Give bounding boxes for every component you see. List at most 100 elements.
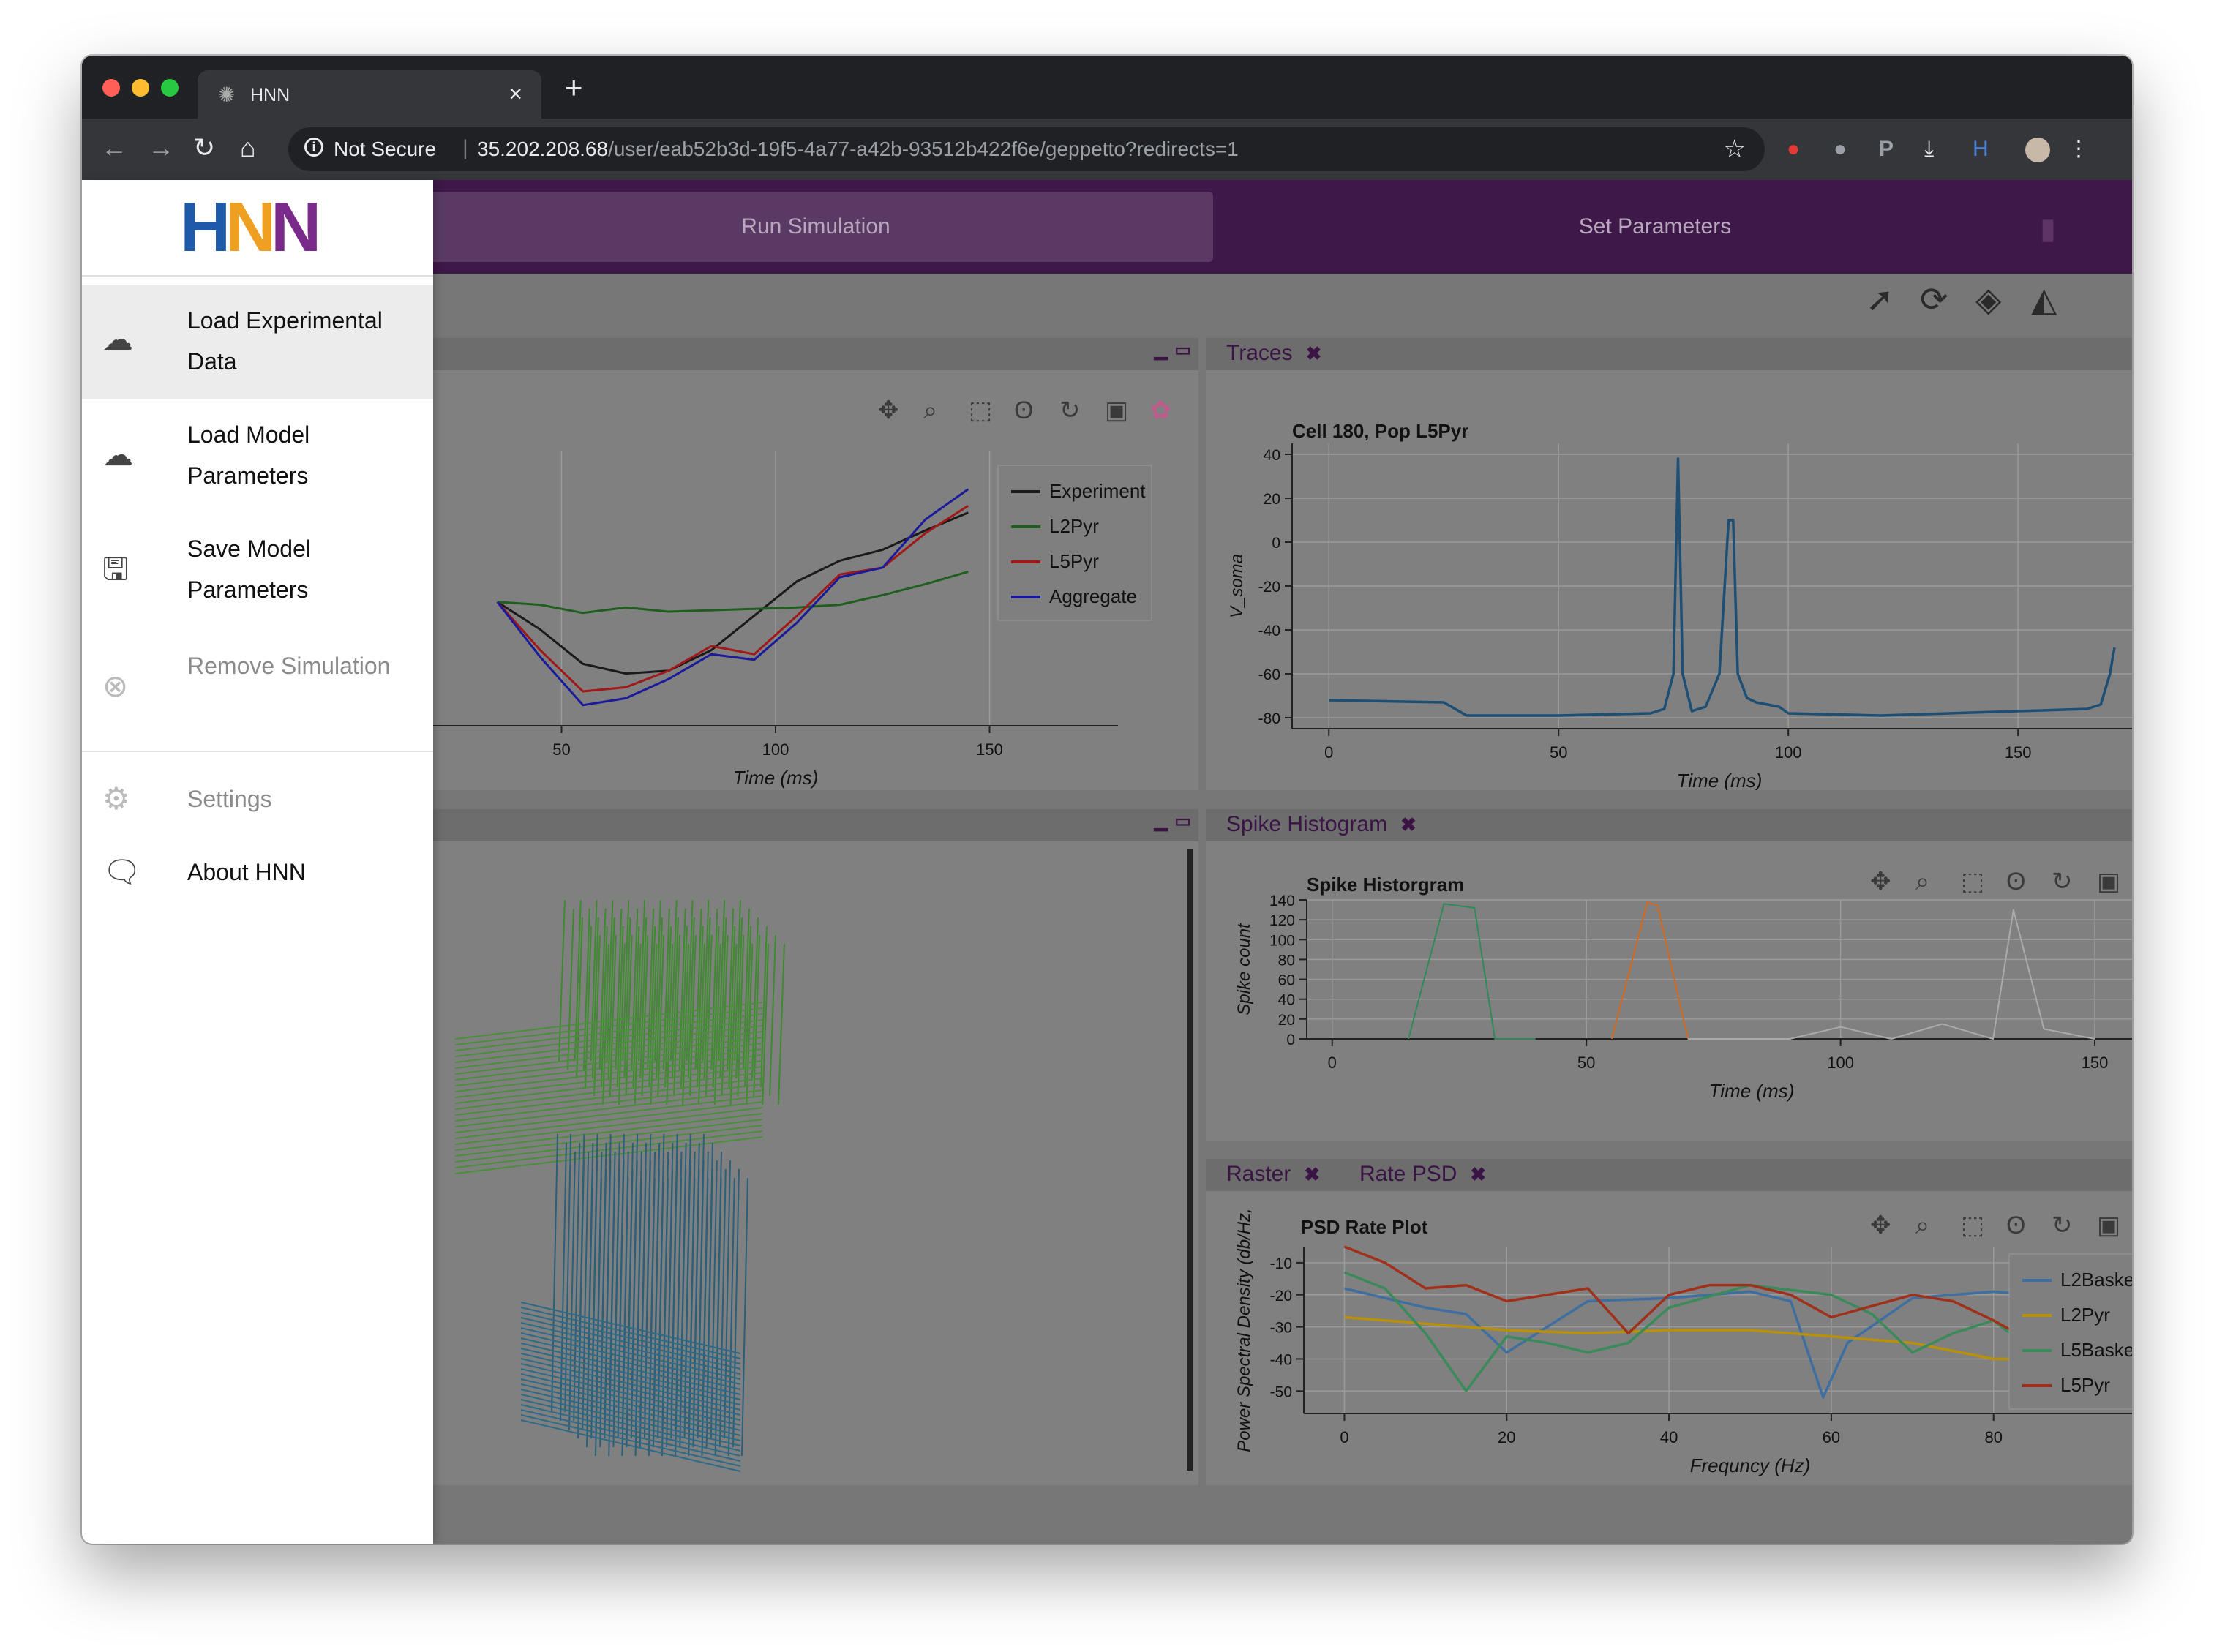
spike-histogram-chart: 0 50 100 150 140 120 100 80 60 40 20 0 Spike Historg…: [1234, 868, 2132, 1102]
axon-line: [697, 1160, 705, 1439]
x-tick-label: 40: [1660, 1428, 1678, 1446]
wheel-zoom-icon[interactable]: ʘ: [2006, 868, 2025, 896]
close-tab-icon[interactable]: ×: [509, 80, 522, 107]
floppy-disk-icon: 🖫: [102, 552, 129, 586]
axon-line: [520, 1317, 741, 1370]
bookmark-star-icon[interactable]: ☆: [1723, 135, 1746, 163]
bokeh-logo-icon[interactable]: ✿: [1150, 397, 1171, 424]
series-line-l5pyr: [1343, 1245, 2035, 1345]
y-tick-label: -60: [1258, 667, 1280, 683]
x-tick-label: 60: [1823, 1428, 1840, 1446]
reload-icon[interactable]: ↻: [193, 132, 216, 162]
reset-icon[interactable]: ↻: [2052, 1212, 2073, 1239]
y-tick-label: 0: [1272, 535, 1280, 552]
new-tab-button[interactable]: +: [565, 70, 583, 105]
axon-line: [661, 1177, 669, 1457]
traces-chart: 0 50 100 150 40 20 0 -20 -40 -60 -80 Cell 180, Pop …: [1227, 420, 2132, 792]
neuron-3d-view[interactable]: [433, 841, 1198, 1485]
extension-adblock-icon[interactable]: ●: [1787, 137, 1801, 161]
box-select-icon[interactable]: ⬚: [1961, 1212, 1984, 1239]
x-tick-label: 150: [2082, 1054, 2109, 1072]
tab-title: HNN: [250, 85, 290, 105]
y-tick-label: -10: [1270, 1255, 1292, 1272]
dendrite-line: [728, 926, 736, 1088]
chat-bubble-icon: 🗨: [102, 855, 142, 889]
menu-item-label: Remove Simulation: [187, 653, 391, 679]
dendrite-line: [653, 899, 661, 1062]
y-tick-label: -40: [1270, 1351, 1292, 1368]
minimize-window-button[interactable]: [132, 79, 149, 97]
wheel-zoom-icon[interactable]: ʘ: [1014, 397, 1033, 424]
menu-about-hnn[interactable]: 🗨 About HNN: [82, 836, 433, 909]
menu-load-experimental-data[interactable]: ☁ Load Experimental Data: [82, 285, 433, 399]
extension-p-icon[interactable]: P: [1879, 137, 1894, 161]
area-chart-icon[interactable]: ◭: [2031, 280, 2057, 318]
maximize-panel-icon[interactable]: ▭: [1174, 340, 1191, 360]
y-tick-label: 60: [1278, 972, 1295, 989]
box-select-icon[interactable]: ⬚: [1961, 868, 1984, 896]
pan-icon[interactable]: ✥: [1870, 868, 1891, 896]
pan-icon[interactable]: ✥: [1870, 1212, 1891, 1239]
dendrite-line: [650, 943, 658, 1105]
close-tab-icon[interactable]: ✖: [1470, 1163, 1487, 1185]
zoom-icon[interactable]: ⌕: [1915, 1212, 1929, 1239]
save-icon[interactable]: ▣: [1105, 397, 1128, 424]
tab-raster[interactable]: Raster ✖: [1226, 1162, 1320, 1187]
menu-load-model-parameters[interactable]: ☁ Load Model Parameters: [82, 399, 433, 514]
minimize-panel-icon[interactable]: ▁: [1154, 340, 1168, 360]
extension-circle-icon[interactable]: ●: [1834, 137, 1847, 161]
set-parameters-button[interactable]: Set Parameters: [1578, 214, 1732, 239]
reset-icon[interactable]: ↻: [2052, 868, 2073, 896]
minimize-panel-icon[interactable]: ▁: [1154, 811, 1168, 831]
reset-icon[interactable]: ↻: [1059, 397, 1081, 424]
close-tab-icon[interactable]: ✖: [1304, 1163, 1321, 1185]
tab-raster-label: Raster: [1226, 1162, 1291, 1186]
dendrite-line: [753, 934, 761, 1097]
y-tick-label: 80: [1278, 952, 1295, 969]
tab-rate-psd[interactable]: Rate PSD ✖: [1359, 1162, 1486, 1187]
y-tick-label: 0: [1286, 1032, 1295, 1048]
y-tick-label: -40: [1258, 623, 1280, 639]
url-text: 35.202.208.68/user/eab52b3d-19f5-4a77-a4…: [477, 138, 1239, 161]
close-tab-icon[interactable]: ✖: [1400, 814, 1416, 836]
address-bar[interactable]: i Not Secure | 35.202.208.68/user/eab52b…: [288, 127, 1765, 171]
wheel-zoom-icon[interactable]: ʘ: [2006, 1212, 2025, 1239]
info-icon[interactable]: i: [304, 138, 323, 157]
dendrite-line: [454, 1072, 763, 1110]
zoom-icon[interactable]: ⌕: [1915, 868, 1929, 896]
y-tick-label: 20: [1264, 491, 1280, 508]
home-icon[interactable]: ⌂: [240, 132, 256, 162]
dendrite-line: [648, 926, 656, 1088]
zoom-icon[interactable]: ⌕: [923, 397, 937, 424]
back-icon[interactable]: ←: [101, 132, 127, 162]
close-tab-icon[interactable]: ✖: [1305, 342, 1322, 364]
extension-h-icon[interactable]: H: [1973, 137, 1989, 161]
x-tick-label: 0: [1328, 1054, 1337, 1072]
pan-icon[interactable]: ✥: [878, 397, 899, 424]
save-icon[interactable]: ▣: [2097, 1212, 2120, 1239]
dendrite-line: [454, 1125, 763, 1163]
x-tick-label: 100: [1827, 1054, 1854, 1072]
profile-avatar[interactable]: [2025, 138, 2050, 162]
series-line-3: [1688, 909, 2095, 1040]
box-select-icon[interactable]: ⬚: [969, 397, 992, 424]
browser-tab[interactable]: ✺ HNN ×: [198, 70, 541, 119]
rocket-icon[interactable]: ➚: [1866, 280, 1894, 318]
close-window-button[interactable]: [102, 79, 120, 97]
run-simulation-button[interactable]: Run Simulation: [419, 192, 1213, 262]
series-line-1: [1408, 903, 1536, 1040]
menu-save-model-parameters[interactable]: 🖫 Save Model Parameters: [82, 514, 433, 628]
tab-traces[interactable]: Traces ✖: [1226, 341, 1321, 366]
download-icon[interactable]: ⤓: [1924, 137, 1935, 161]
axon-line: [666, 1168, 674, 1448]
browser-menu-icon[interactable]: ⋮: [2068, 137, 2090, 161]
save-icon[interactable]: ▣: [2097, 868, 2120, 896]
tab-spike-histogram[interactable]: Spike Histogram ✖: [1226, 812, 1416, 837]
refresh-icon[interactable]: ⟳: [1920, 280, 1948, 318]
forward-icon[interactable]: →: [148, 132, 174, 162]
drawer-divider: [82, 751, 433, 752]
maximize-panel-icon[interactable]: ▭: [1174, 811, 1191, 831]
zoom-window-button[interactable]: [161, 79, 179, 97]
book-icon[interactable]: ▮: [2040, 213, 2057, 245]
cube-icon[interactable]: ◈: [1975, 280, 2002, 318]
